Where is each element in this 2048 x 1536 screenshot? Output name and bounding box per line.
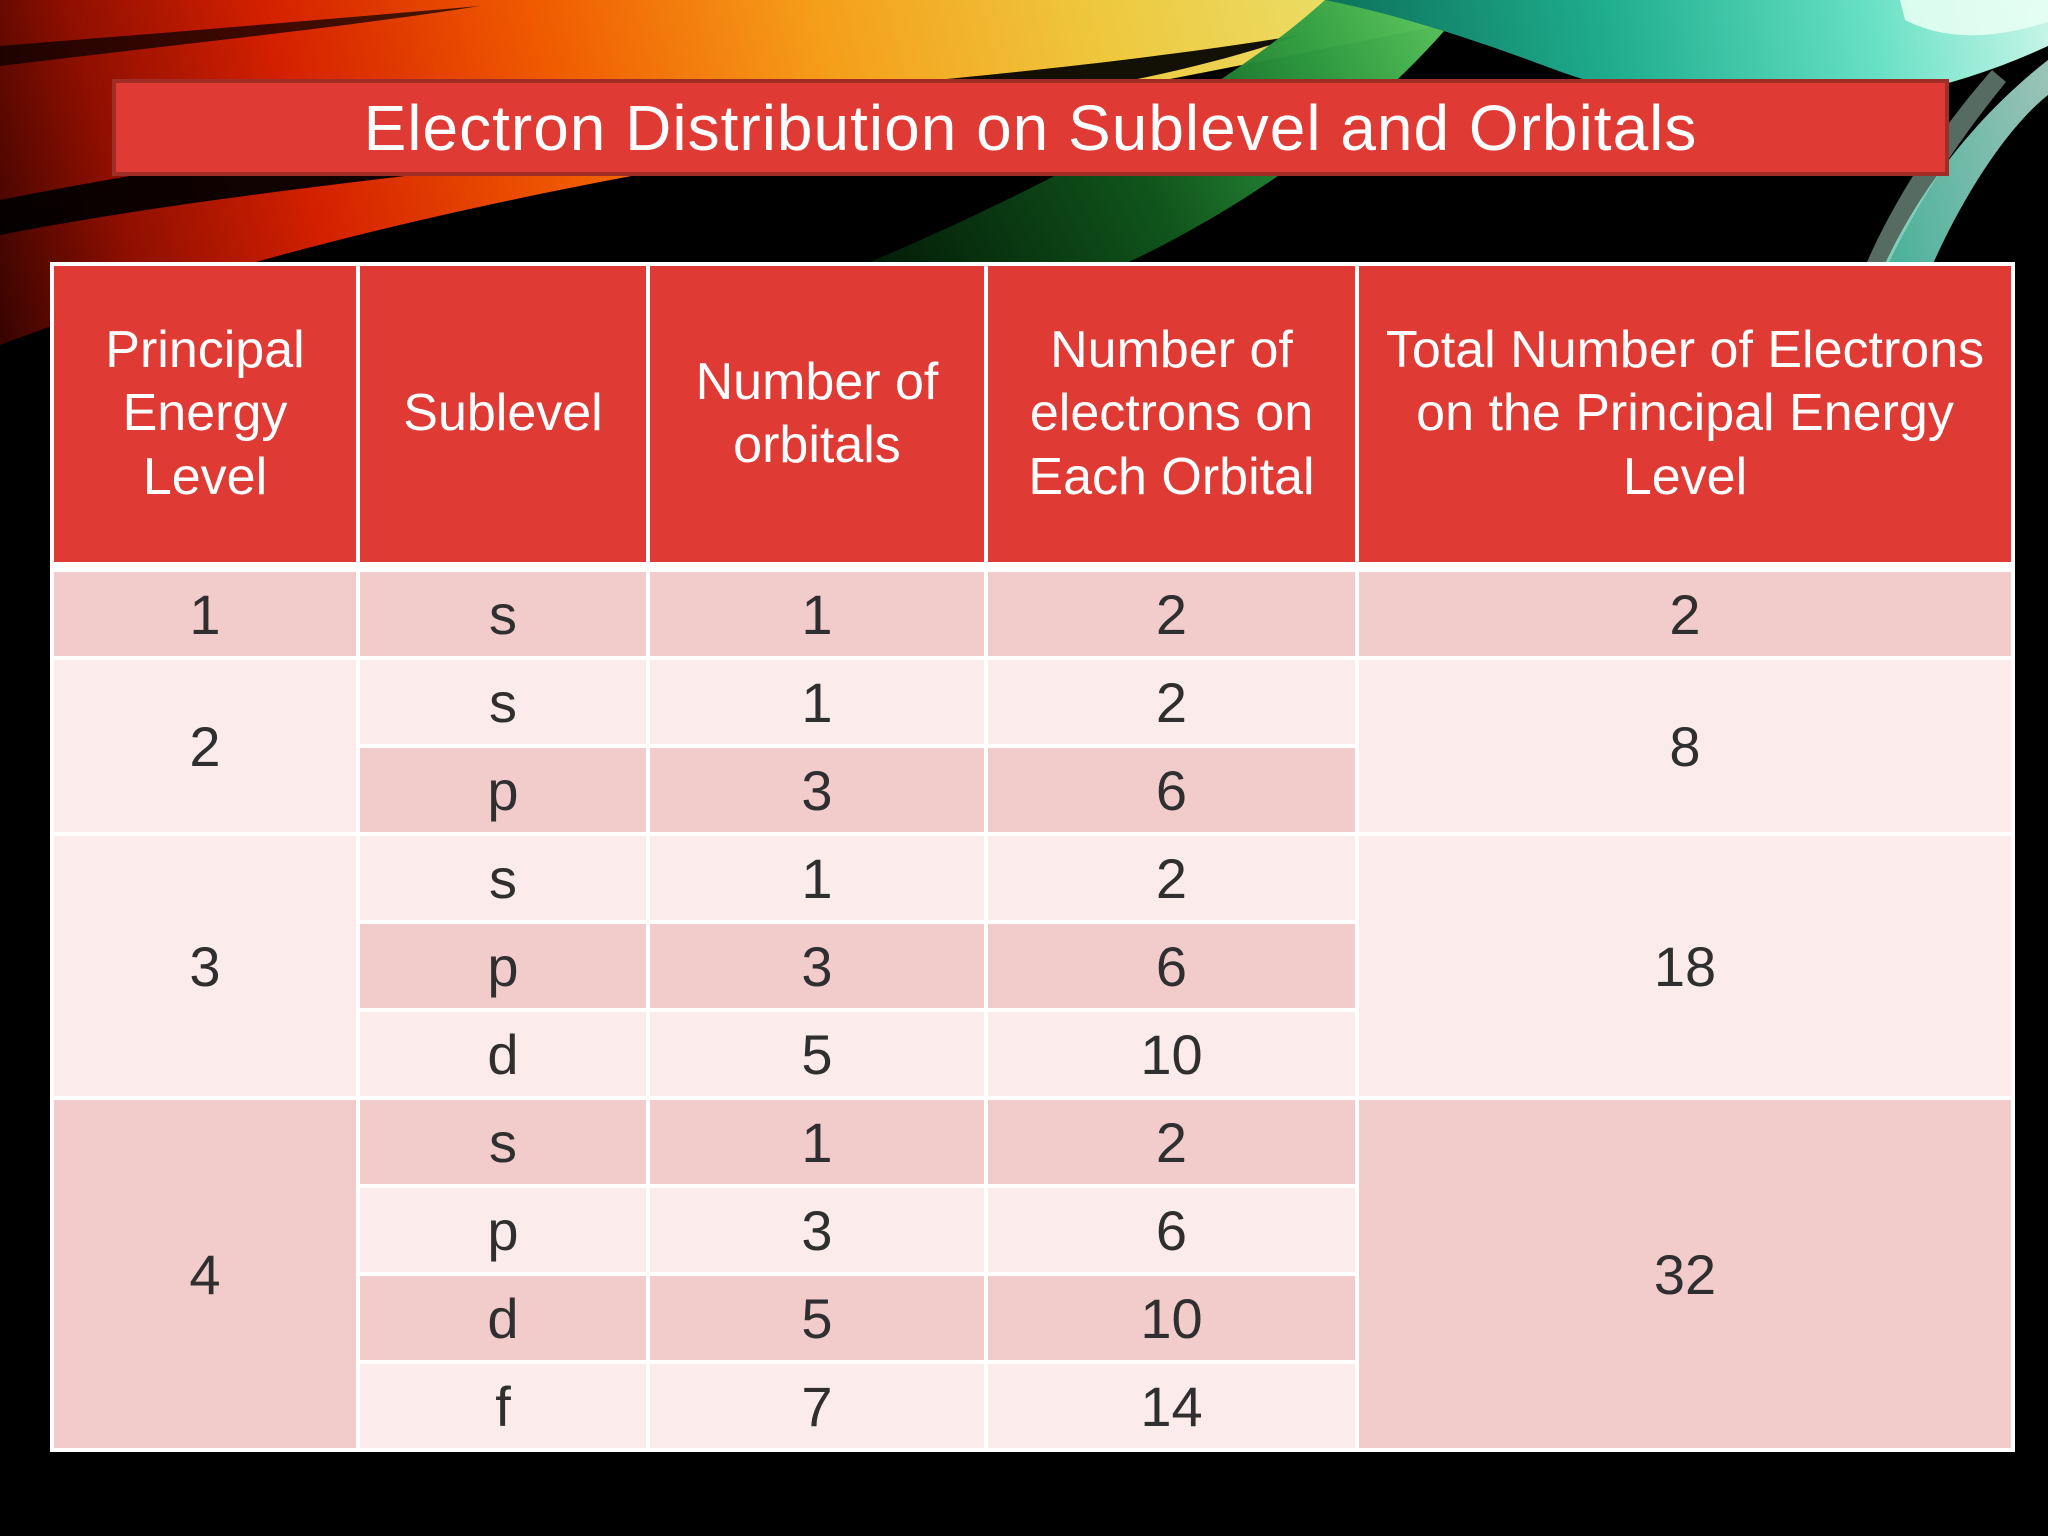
table-row: 3 s 1 2 18 [54,836,2011,1096]
cell-total-electrons: 8 [1359,660,2011,832]
cell-num-orbitals: 3 [650,748,984,832]
cell-sublevel: p [360,924,646,1008]
cell-principal-level: 1 [54,572,356,656]
cell-principal-level: 4 [54,1100,356,1448]
cell-num-orbitals: 1 [650,572,984,656]
cell-principal-level: 2 [54,660,356,832]
cell-num-orbitals: 1 [650,1100,984,1184]
cell-sublevel: p [360,748,646,832]
table-body: 1 s 1 2 2 2 s 1 2 8 p 3 6 3 s 1 2 18 p 3 6 d 5 10 4 s 1 2 32 p 3 6 d 5 10 f… [54,572,2011,1448]
cell-num-orbitals: 1 [650,836,984,920]
cell-num-orbitals: 3 [650,1188,984,1272]
header-number-of-orbitals: Number of orbitals [650,266,984,568]
header-sublevel: Sublevel [360,266,646,568]
cell-sublevel: s [360,836,646,920]
electron-distribution-table: Principal Energy Level Sublevel Number o… [50,262,2015,1452]
cell-total-electrons: 18 [1359,836,2011,1096]
cell-num-electrons: 6 [988,748,1355,832]
cell-num-orbitals: 5 [650,1012,984,1096]
cell-num-electrons: 2 [988,660,1355,744]
cell-num-electrons: 2 [988,572,1355,656]
header-principal-energy-level: Principal Energy Level [54,266,356,568]
cell-num-electrons: 10 [988,1276,1355,1360]
header-number-of-electrons: Number of electrons on Each Orbital [988,266,1355,568]
cell-sublevel: f [360,1364,646,1448]
title-banner: Electron Distribution on Sublevel and Or… [112,79,1949,176]
table-row: d 5 10 [54,1012,2011,1096]
slide-title: Electron Distribution on Sublevel and Or… [363,91,1698,164]
cell-total-electrons: 2 [1359,572,2011,656]
header-total-electrons: Total Number of Electrons on the Princip… [1359,266,2011,568]
cell-num-electrons: 2 [988,1100,1355,1184]
cell-total-electrons: 32 [1359,1100,2011,1448]
cell-num-electrons: 14 [988,1364,1355,1448]
cell-sublevel: s [360,660,646,744]
cell-num-electrons: 2 [988,836,1355,920]
cell-sublevel: d [360,1012,646,1096]
cell-num-electrons: 6 [988,1188,1355,1272]
cell-sublevel: d [360,1276,646,1360]
table-row: 4 s 1 2 32 [54,1100,2011,1448]
cell-num-electrons: 10 [988,1012,1355,1096]
cell-sublevel: p [360,1188,646,1272]
cell-num-orbitals: 3 [650,924,984,1008]
cell-sublevel: s [360,572,646,656]
cell-num-orbitals: 5 [650,1276,984,1360]
header-row: Principal Energy Level Sublevel Number o… [54,266,2011,568]
cell-principal-level: 3 [54,836,356,1096]
cell-sublevel: s [360,1100,646,1184]
cell-num-orbitals: 7 [650,1364,984,1448]
cell-num-orbitals: 1 [650,660,984,744]
table-row: d 5 10 [54,1276,2011,1360]
cell-num-electrons: 6 [988,924,1355,1008]
table-row: f 7 14 [54,1364,2011,1448]
